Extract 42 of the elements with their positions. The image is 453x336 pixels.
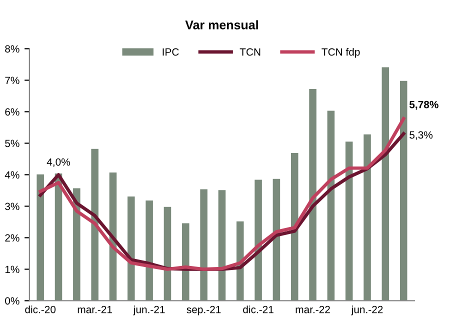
y-tick-label: 1% [5,266,20,274]
y-tick-label: 6% [5,108,20,116]
y-tick-label: 2% [5,234,20,242]
bar [73,188,80,301]
bar [345,142,353,301]
x-tick-label: sep.-21 [186,306,221,316]
legend-label: TCN [240,48,260,56]
bar [309,89,316,301]
bar [164,206,172,301]
y-tick-label: 8% [5,45,20,53]
bar [290,152,298,301]
bar [236,221,244,301]
x-tick-label: mar.-22 [296,306,330,314]
bar [364,134,371,301]
bar [272,178,280,301]
bar [200,189,208,301]
legend-label: IPC [162,48,179,56]
chart-title: Var mensual [185,20,258,30]
data-label: 4,0% [46,158,70,167]
x-tick-label: mar.-21 [78,306,112,314]
bar [400,80,408,301]
legend-label: TCN fdp [322,48,360,58]
bar [382,67,390,301]
bar [218,190,226,301]
bar [254,180,262,301]
bar [182,223,190,301]
x-tick-label: jun.-22 [351,306,383,316]
bar [146,200,153,301]
x-tick-label: dic.-21 [243,306,274,314]
y-tick-label: 5% [5,140,20,148]
y-tick-label: 0% [5,297,20,305]
data-label: 5,3% [410,131,433,140]
bar [128,196,135,301]
y-tick-label: 3% [5,202,20,210]
bar [327,110,335,301]
y-tick-label: 7% [5,76,20,84]
x-tick-label: jun.-21 [133,306,165,316]
bar [91,148,98,301]
x-tick-label: dic.-20 [25,306,56,314]
data-label: 5,78% [409,100,438,110]
y-tick-label: 4% [4,171,20,179]
bar [36,174,44,301]
